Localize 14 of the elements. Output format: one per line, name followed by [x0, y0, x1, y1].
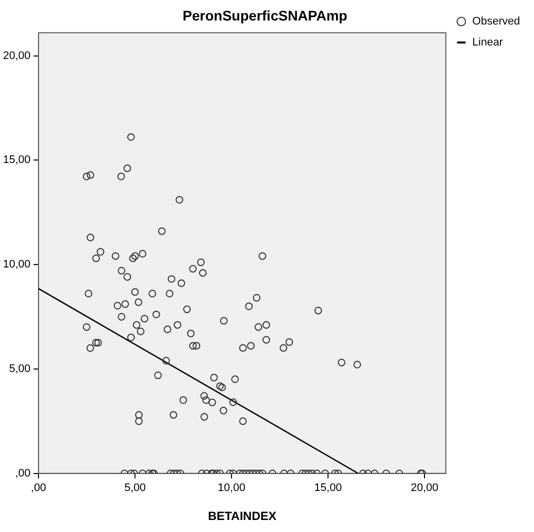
x-tick-label: 20,00	[410, 482, 438, 494]
x-axis-title: BETAINDEX	[208, 509, 276, 524]
y-tick-label: 15,00	[2, 154, 31, 166]
y-tick-label: 20,00	[2, 50, 31, 62]
x-tick-label: ,00	[30, 482, 46, 494]
legend-label: Linear	[472, 36, 504, 49]
x-tick-label: 10,00	[218, 482, 246, 494]
chart-title: PeronSuperficSNAPAmp	[182, 7, 348, 24]
y-tick-label: ,00	[15, 467, 31, 480]
y-tick-label: 10,00	[2, 258, 31, 271]
x-tick-label: 15,00	[314, 482, 342, 494]
y-tick-label: 5,00	[9, 363, 31, 376]
legend-label: Observed	[472, 16, 520, 28]
x-tick-label: 5,00	[124, 482, 146, 494]
